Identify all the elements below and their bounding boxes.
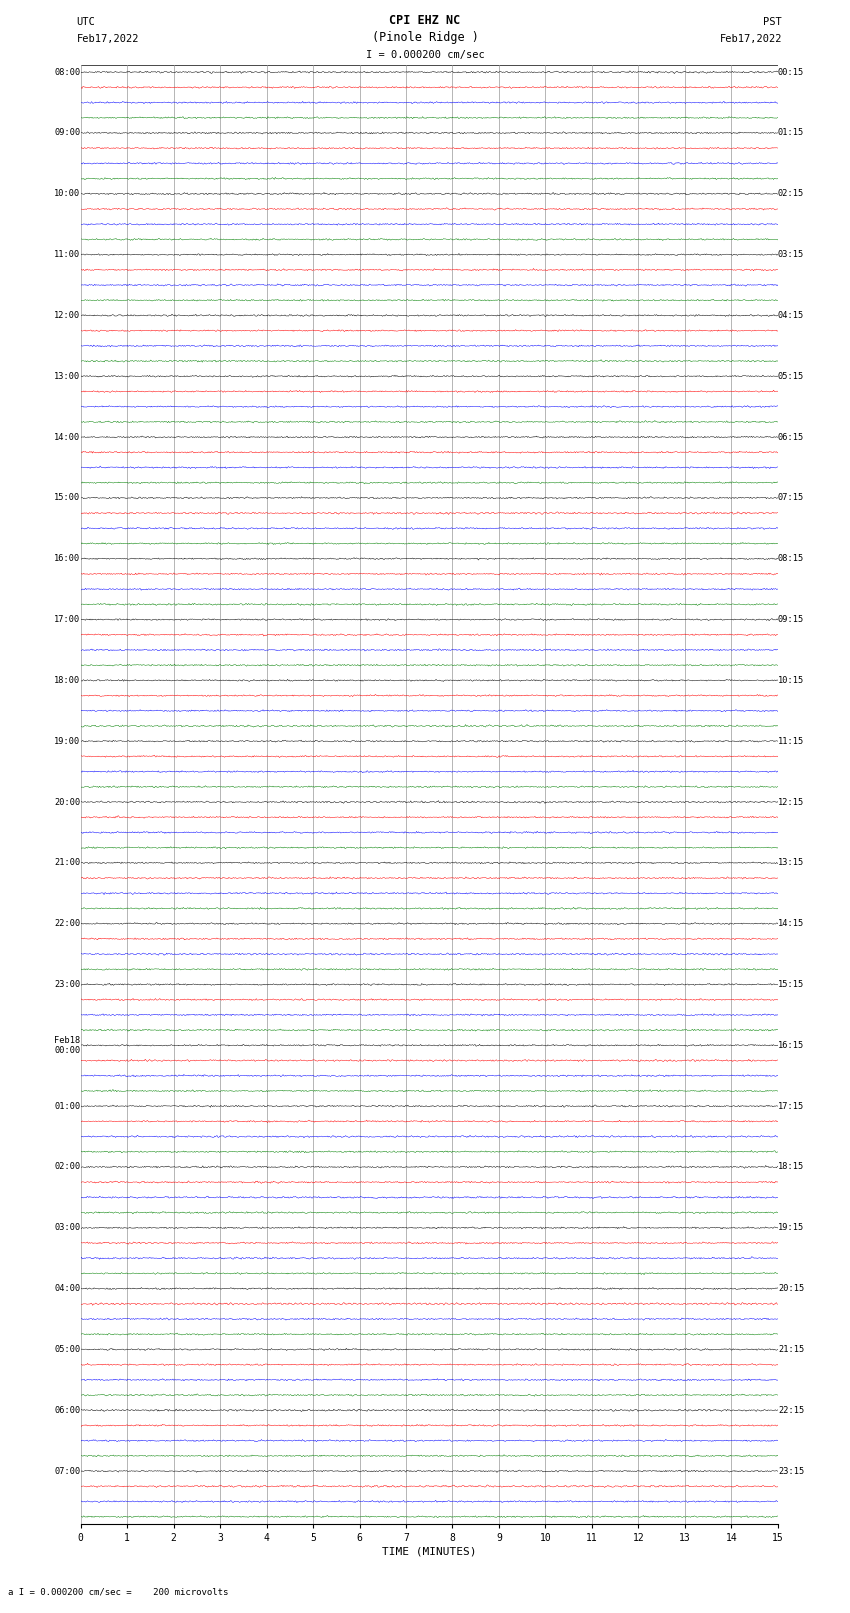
Text: 18:15: 18:15 bbox=[778, 1163, 804, 1171]
Text: Feb18
00:00: Feb18 00:00 bbox=[54, 1036, 81, 1055]
Text: 16:00: 16:00 bbox=[54, 555, 81, 563]
Text: 10:00: 10:00 bbox=[54, 189, 81, 198]
Text: 09:00: 09:00 bbox=[54, 129, 81, 137]
Text: 23:00: 23:00 bbox=[54, 981, 81, 989]
Text: 23:15: 23:15 bbox=[778, 1466, 804, 1476]
Text: 01:15: 01:15 bbox=[778, 129, 804, 137]
Text: UTC: UTC bbox=[76, 18, 95, 27]
Text: 18:00: 18:00 bbox=[54, 676, 81, 686]
Text: 16:15: 16:15 bbox=[778, 1040, 804, 1050]
Text: 21:00: 21:00 bbox=[54, 858, 81, 868]
Text: 20:00: 20:00 bbox=[54, 797, 81, 806]
Text: 08:15: 08:15 bbox=[778, 555, 804, 563]
Text: 07:15: 07:15 bbox=[778, 494, 804, 502]
Text: 12:00: 12:00 bbox=[54, 311, 81, 319]
Text: 21:15: 21:15 bbox=[778, 1345, 804, 1353]
Text: 11:15: 11:15 bbox=[778, 737, 804, 745]
Text: 22:00: 22:00 bbox=[54, 919, 81, 927]
Text: I = 0.000200 cm/sec: I = 0.000200 cm/sec bbox=[366, 50, 484, 60]
Text: 22:15: 22:15 bbox=[778, 1407, 804, 1415]
Text: 19:00: 19:00 bbox=[54, 737, 81, 745]
Text: 04:00: 04:00 bbox=[54, 1284, 81, 1294]
Text: 17:00: 17:00 bbox=[54, 615, 81, 624]
Text: 06:15: 06:15 bbox=[778, 432, 804, 442]
Text: 04:15: 04:15 bbox=[778, 311, 804, 319]
Text: 20:15: 20:15 bbox=[778, 1284, 804, 1294]
Text: 13:00: 13:00 bbox=[54, 371, 81, 381]
Text: 03:00: 03:00 bbox=[54, 1223, 81, 1232]
Text: 10:15: 10:15 bbox=[778, 676, 804, 686]
Text: 07:00: 07:00 bbox=[54, 1466, 81, 1476]
Text: 06:00: 06:00 bbox=[54, 1407, 81, 1415]
Text: PST: PST bbox=[763, 18, 782, 27]
Text: 17:15: 17:15 bbox=[778, 1102, 804, 1111]
Text: 05:15: 05:15 bbox=[778, 371, 804, 381]
Text: 05:00: 05:00 bbox=[54, 1345, 81, 1353]
Text: 13:15: 13:15 bbox=[778, 858, 804, 868]
Text: 00:15: 00:15 bbox=[778, 68, 804, 77]
Text: Feb17,2022: Feb17,2022 bbox=[76, 34, 139, 44]
Text: 08:00: 08:00 bbox=[54, 68, 81, 77]
Text: 03:15: 03:15 bbox=[778, 250, 804, 260]
Text: 01:00: 01:00 bbox=[54, 1102, 81, 1111]
Text: 11:00: 11:00 bbox=[54, 250, 81, 260]
Text: (Pinole Ridge ): (Pinole Ridge ) bbox=[371, 31, 479, 44]
Text: 19:15: 19:15 bbox=[778, 1223, 804, 1232]
Text: 02:00: 02:00 bbox=[54, 1163, 81, 1171]
Text: 15:00: 15:00 bbox=[54, 494, 81, 502]
X-axis label: TIME (MINUTES): TIME (MINUTES) bbox=[382, 1547, 477, 1557]
Text: a I = 0.000200 cm/sec =    200 microvolts: a I = 0.000200 cm/sec = 200 microvolts bbox=[8, 1587, 229, 1597]
Text: 14:15: 14:15 bbox=[778, 919, 804, 927]
Text: 14:00: 14:00 bbox=[54, 432, 81, 442]
Text: 12:15: 12:15 bbox=[778, 797, 804, 806]
Text: 02:15: 02:15 bbox=[778, 189, 804, 198]
Text: 09:15: 09:15 bbox=[778, 615, 804, 624]
Text: CPI EHZ NC: CPI EHZ NC bbox=[389, 15, 461, 27]
Text: Feb17,2022: Feb17,2022 bbox=[719, 34, 782, 44]
Text: 15:15: 15:15 bbox=[778, 981, 804, 989]
